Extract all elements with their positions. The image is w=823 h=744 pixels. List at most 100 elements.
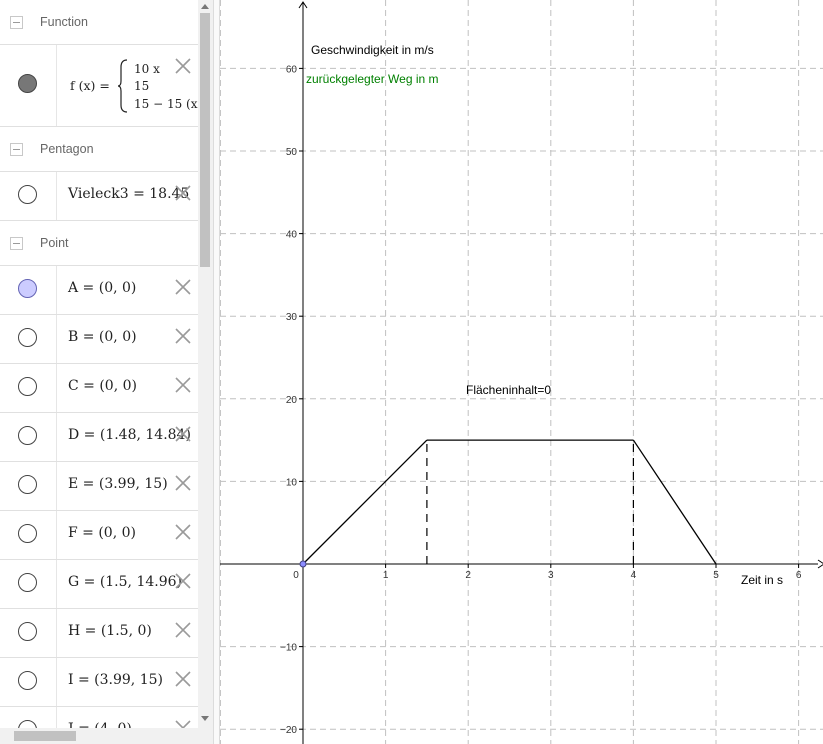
- x-tick-label: 5: [713, 570, 719, 581]
- visibility-toggle-icon[interactable]: [18, 279, 37, 298]
- delete-icon[interactable]: [174, 572, 192, 590]
- collapse-icon[interactable]: [10, 143, 23, 156]
- visibility-toggle-icon[interactable]: [18, 475, 37, 494]
- visibility-toggle-icon[interactable]: [18, 328, 37, 347]
- visibility-marker[interactable]: [0, 45, 57, 126]
- scroll-thumb[interactable]: [14, 731, 76, 741]
- visibility-marker[interactable]: [0, 172, 57, 220]
- visibility-toggle-icon[interactable]: [18, 720, 37, 728]
- visibility-toggle-icon[interactable]: [18, 426, 37, 445]
- function-f-segment: [632, 439, 717, 565]
- function-f-segment: [302, 439, 428, 565]
- visibility-marker[interactable]: [0, 266, 57, 314]
- group-title-point: Point: [40, 236, 69, 250]
- brace-icon: [117, 59, 128, 113]
- delete-icon[interactable]: [174, 425, 192, 443]
- visibility-toggle-icon[interactable]: [18, 377, 37, 396]
- function-case-2: 15: [134, 79, 150, 93]
- y-axis-arrow-icon: [298, 1, 308, 9]
- y-tick-label: 10: [286, 477, 298, 488]
- visibility-toggle-icon[interactable]: [18, 573, 37, 592]
- algebra-item-vieleck3[interactable]: Vieleck3 = 18.45: [0, 172, 198, 221]
- algebra-item-point[interactable]: H = (1.5, 0): [0, 609, 198, 658]
- algebra-item-function-f[interactable]: f (x) = 10 x 15 15 − 15 (x: [0, 45, 198, 127]
- visibility-marker[interactable]: [0, 364, 57, 412]
- pentagon-value: Vieleck3 = 18.45: [68, 186, 190, 202]
- visibility-marker[interactable]: [0, 315, 57, 363]
- function-case-1: 10 x: [134, 62, 160, 76]
- visibility-marker[interactable]: [0, 462, 57, 510]
- y-tick-label: −10: [280, 643, 297, 654]
- visibility-marker[interactable]: [0, 707, 57, 728]
- scroll-down-icon[interactable]: [201, 716, 209, 721]
- vertical-scrollbar[interactable]: [198, 0, 213, 728]
- area-label: Flächeninhalt=0: [466, 383, 552, 397]
- y-tick-label: 50: [286, 147, 298, 158]
- visibility-marker[interactable]: [0, 609, 57, 657]
- visibility-toggle-icon[interactable]: [18, 74, 37, 93]
- delete-icon[interactable]: [174, 376, 192, 394]
- y-tick-label: −20: [280, 725, 297, 736]
- y-tick-label: 20: [286, 395, 298, 406]
- algebra-item-point[interactable]: E = (3.99, 15): [0, 462, 198, 511]
- visibility-toggle-icon[interactable]: [18, 622, 37, 641]
- visibility-marker[interactable]: [0, 658, 57, 706]
- group-header-point[interactable]: Point: [0, 221, 198, 266]
- x-tick-label: 4: [631, 570, 637, 581]
- point-value: J = (4, 0): [68, 721, 132, 728]
- origin-label: 0: [293, 570, 299, 581]
- graph-canvas[interactable]: 1 2 3 4 5 6 60 50 40 30 20 10 −10 −20 0: [220, 0, 823, 744]
- delete-icon[interactable]: [174, 327, 192, 345]
- visibility-toggle-icon[interactable]: [18, 524, 37, 543]
- graphics-view[interactable]: 1 2 3 4 5 6 60 50 40 30 20 10 −10 −20 0 Geschwindigkei…: [220, 0, 823, 744]
- algebra-item-point[interactable]: J = (4, 0): [0, 707, 198, 728]
- visibility-marker[interactable]: [0, 560, 57, 608]
- delete-icon[interactable]: [174, 474, 192, 492]
- function-lhs: f (x) =: [70, 78, 110, 93]
- visibility-marker[interactable]: [0, 413, 57, 461]
- algebra-item-point[interactable]: F = (0, 0): [0, 511, 198, 560]
- delete-icon[interactable]: [174, 57, 192, 75]
- x-tick-label: 1: [383, 570, 389, 581]
- algebra-item-point[interactable]: G = (1.5, 14.96): [0, 560, 198, 609]
- visibility-toggle-icon[interactable]: [18, 671, 37, 690]
- algebra-item-point[interactable]: I = (3.99, 15): [0, 658, 198, 707]
- point-value: H = (1.5, 0): [68, 623, 152, 639]
- group-title-pentagon: Pentagon: [40, 142, 94, 156]
- group-title-function: Function: [40, 15, 88, 29]
- collapse-icon[interactable]: [10, 237, 23, 250]
- delete-icon[interactable]: [174, 670, 192, 688]
- scroll-thumb[interactable]: [200, 13, 210, 267]
- point-value: G = (1.5, 14.96): [68, 574, 182, 590]
- point-value: E = (3.99, 15): [68, 476, 168, 492]
- point-value: B = (0, 0): [68, 329, 137, 345]
- delete-icon[interactable]: [174, 523, 192, 541]
- point-value: A = (0, 0): [68, 280, 137, 296]
- y-axis-label: Geschwindigkeit in m/s: [311, 43, 434, 57]
- point-value: C = (0, 0): [68, 378, 137, 394]
- algebra-item-point[interactable]: C = (0, 0): [0, 364, 198, 413]
- x-tick-label: 3: [548, 570, 554, 581]
- x-tick-label: 2: [465, 570, 471, 581]
- delete-icon[interactable]: [174, 278, 192, 296]
- visibility-marker[interactable]: [0, 511, 57, 559]
- group-header-function[interactable]: Function: [0, 0, 198, 45]
- delete-icon[interactable]: [174, 621, 192, 639]
- delete-icon[interactable]: [174, 184, 192, 202]
- y-tick-label: 60: [286, 64, 298, 75]
- distance-label: zurückgelegter Weg in m: [306, 72, 439, 86]
- collapse-icon[interactable]: [10, 16, 23, 29]
- scroll-up-icon[interactable]: [201, 4, 209, 9]
- view-divider[interactable]: [213, 0, 220, 744]
- algebra-item-point[interactable]: B = (0, 0): [0, 315, 198, 364]
- x-tick-label: 6: [796, 570, 802, 581]
- x-axis-label: Zeit in s: [741, 573, 784, 587]
- point-value: I = (3.99, 15): [68, 672, 163, 688]
- delete-icon[interactable]: [174, 719, 192, 728]
- group-header-pentagon[interactable]: Pentagon: [0, 127, 198, 172]
- algebra-item-point[interactable]: A = (0, 0): [0, 266, 198, 315]
- function-case-3: 15 − 15 (x: [134, 97, 198, 111]
- algebra-item-point[interactable]: D = (1.48, 14.84): [0, 413, 198, 462]
- visibility-toggle-icon[interactable]: [18, 185, 37, 204]
- horizontal-scrollbar[interactable]: [0, 728, 213, 744]
